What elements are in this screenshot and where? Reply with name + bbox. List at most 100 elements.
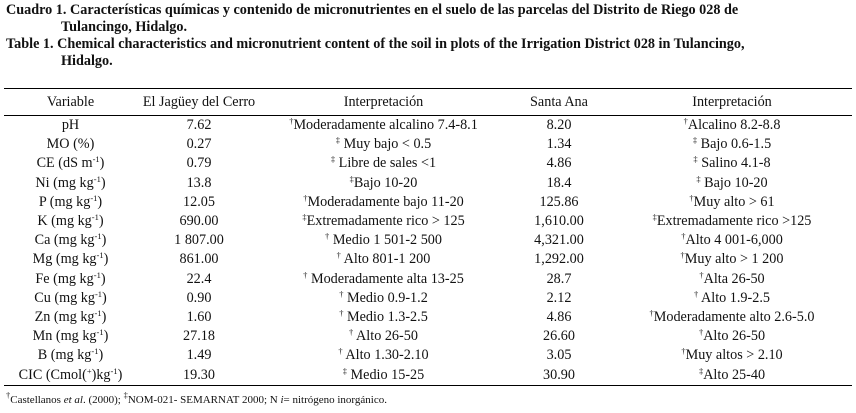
caption-spanish-line1: Cuadro 1. Características químicas y con… (6, 2, 739, 18)
caption-spanish-line2: Tulancingo, Hidalgo. (61, 19, 188, 35)
interpretation-text: Medio 1.3-2.5 (343, 309, 428, 326)
cell-interpretacion-2: ‡ Salino 4.1-8 (612, 154, 852, 173)
footnote-marker: † (689, 192, 694, 203)
cell-variable: K (mg kg-1) (4, 212, 137, 231)
variable-name: CE (dS m (36, 155, 93, 172)
interpretation-text: Medio 0.9-1.2 (343, 289, 428, 306)
cell-santa-ana-value: 3.05 (546, 347, 572, 364)
variable-tail: )kg (91, 366, 111, 383)
cell-interpretacion-1: † Medio 1.3-2.5 (261, 308, 506, 327)
footnote-marker: ‡ (698, 365, 704, 376)
variable-superscript: + (86, 365, 92, 376)
variable-tail: ) (98, 213, 104, 230)
cell-interpretacion-2: †Alto 26-50 (612, 327, 852, 346)
interpretation-text: Extremadamente rico > 125 (306, 213, 465, 230)
variable-tail-2: ) (117, 366, 123, 383)
cell-variable: CE (dS m-1) (4, 154, 137, 173)
table-row: pH 7.62 †Moderadamente alcalino 7.4-8.1 8.2… (4, 116, 852, 136)
interpretation-text: Extremadamente rico >125 (656, 213, 812, 230)
footnote-marker: † (699, 269, 704, 280)
cell-variable: Zn (mg kg-1) (4, 308, 137, 327)
cell-variable: MO (%) (4, 135, 137, 154)
interpretation-text: Moderadamente alto 2.6-5.0 (653, 309, 815, 326)
variable-tail: ) (97, 193, 103, 210)
variable-tail: ) (103, 251, 109, 268)
footnote-marker: ‡ (342, 365, 347, 376)
interpretation-text: Alto 26-50 (703, 328, 766, 345)
footnote-marker: ‡ (692, 135, 698, 146)
table-body: pH 7.62 †Moderadamente alcalino 7.4-8.1 8.2… (4, 116, 852, 386)
soil-table-container: Variable El Jagüey del Cerro Interpretac… (4, 88, 852, 386)
variable-superscript: -1 (90, 192, 98, 203)
variable-superscript: -1 (92, 154, 100, 165)
cell-interpretacion-1: † Alto 26-50 (261, 327, 506, 346)
cell-interpretacion-2: †Muy alto > 1 200 (612, 250, 852, 269)
table-row: CE (dS m-1) 0.79 ‡ Libre de sales <1 4.86 ‡ … (4, 154, 852, 173)
variable-name: MO (%) (46, 136, 95, 153)
cell-variable: P (mg kg-1) (4, 193, 137, 212)
variable-name: Mg (mg kg (32, 251, 97, 268)
cell-variable: Mg (mg kg-1) (4, 250, 137, 269)
variable-tail: ) (101, 232, 107, 249)
header-interpretacion-1: Interpretación (343, 94, 424, 110)
footnote-marker: † (339, 288, 344, 299)
variable-name: Zn (mg kg (34, 309, 95, 326)
variable-name: Mn (mg kg (32, 328, 97, 345)
table-row: MO (%) 0.27 ‡ Muy bajo < 0.5 1.34 ‡ Bajo 0.6… (4, 135, 852, 154)
cell-el-jaguey-value: 690.00 (179, 213, 219, 230)
cell-interpretacion-2: ‡ Bajo 10-20 (612, 174, 852, 193)
footnote-marker: † (303, 192, 308, 203)
variable-superscript: -1 (94, 308, 102, 319)
cell-el-jaguey-value: 27.18 (183, 328, 215, 345)
variable-name: B (mg kg (37, 347, 92, 364)
table-row: Cu (mg kg-1) 0.90 † Medio 0.9-1.2 2.12 † Alt… (4, 289, 852, 308)
footnote-marker: ‡ (349, 173, 354, 184)
interpretation-text: Alta 26-50 (703, 270, 765, 287)
cell-el-jaguey-value: 1.49 (186, 347, 212, 364)
caption-spanish: Cuadro 1. Características químicas y con… (6, 2, 850, 36)
cell-el-jaguey-value: 13.8 (186, 174, 212, 191)
footnote-etal: et al (63, 394, 83, 406)
footnote-marker: † (698, 327, 704, 338)
variable-superscript: -1 (96, 327, 104, 338)
cell-interpretacion-1: † Alto 1.30-2.10 (261, 346, 506, 365)
variable-tail: ) (101, 309, 107, 326)
caption-english: Table 1. Chemical characteristics and mi… (6, 36, 850, 70)
footnote-marker: ‡ (330, 154, 336, 165)
table-row: B (mg kg-1) 1.49 † Alto 1.30-2.10 3.05 †Muy … (4, 346, 852, 365)
cell-santa-ana-value: 1.34 (546, 136, 572, 153)
variable-name: Ca (mg kg (34, 232, 95, 249)
variable-superscript: -1 (93, 269, 101, 280)
cell-interpretacion-1: ‡ Muy bajo < 0.5 (261, 135, 506, 154)
variable-name: Cu (mg kg (34, 289, 95, 306)
cell-interpretacion-2: †Muy altos > 2.10 (612, 346, 852, 365)
interpretation-text: Muy alto > 1 200 (684, 251, 784, 268)
variable-superscript: -1 (94, 288, 103, 299)
cell-el-jaguey-value: 1 807.00 (174, 232, 224, 249)
cell-santa-ana-value: 28.7 (546, 270, 572, 287)
table-header-row: Variable El Jagüey del Cerro Interpretac… (4, 88, 852, 116)
interpretation-text: Salino 4.1-8 (697, 155, 771, 172)
interpretation-text: Muy alto > 61 (693, 193, 775, 210)
cell-santa-ana-value: 2.12 (546, 289, 572, 306)
cell-interpretacion-1: † Medio 1 501-2 500 (261, 231, 506, 250)
caption-english-line2: Hidalgo. (61, 53, 113, 69)
cell-el-jaguey-value: 1.60 (186, 309, 212, 326)
cell-interpretacion-2: † Alto 1.9-2.5 (612, 289, 852, 308)
cell-interpretacion-2: †Alto 4 001-6,000 (612, 231, 852, 250)
footnote-text-3: NOM-021- SEMARNAT 2000; N (127, 394, 281, 406)
cell-santa-ana-value: 1,292.00 (534, 251, 584, 268)
header-santa-ana: Santa Ana (530, 94, 588, 110)
table-row: Fe (mg kg-1) 22.4 † Moderadamente alta 13-… (4, 270, 852, 289)
cell-el-jaguey-value: 0.27 (186, 136, 212, 153)
footnote-text-4: = nitrógeno inorgánico. (283, 394, 387, 406)
cell-santa-ana-value: 125.86 (539, 193, 579, 210)
table-captions: Cuadro 1. Características químicas y con… (0, 0, 856, 70)
cell-santa-ana-value: 26.60 (543, 328, 575, 345)
cell-variable: Mn (mg kg-1) (4, 327, 137, 346)
cell-santa-ana-value: 18.4 (546, 174, 572, 191)
footnote-mark-1: † (6, 390, 11, 400)
variable-name: pH (61, 117, 80, 133)
cell-el-jaguey-value: 7.62 (186, 117, 212, 133)
footnote-mark-2: ‡ (123, 390, 128, 400)
